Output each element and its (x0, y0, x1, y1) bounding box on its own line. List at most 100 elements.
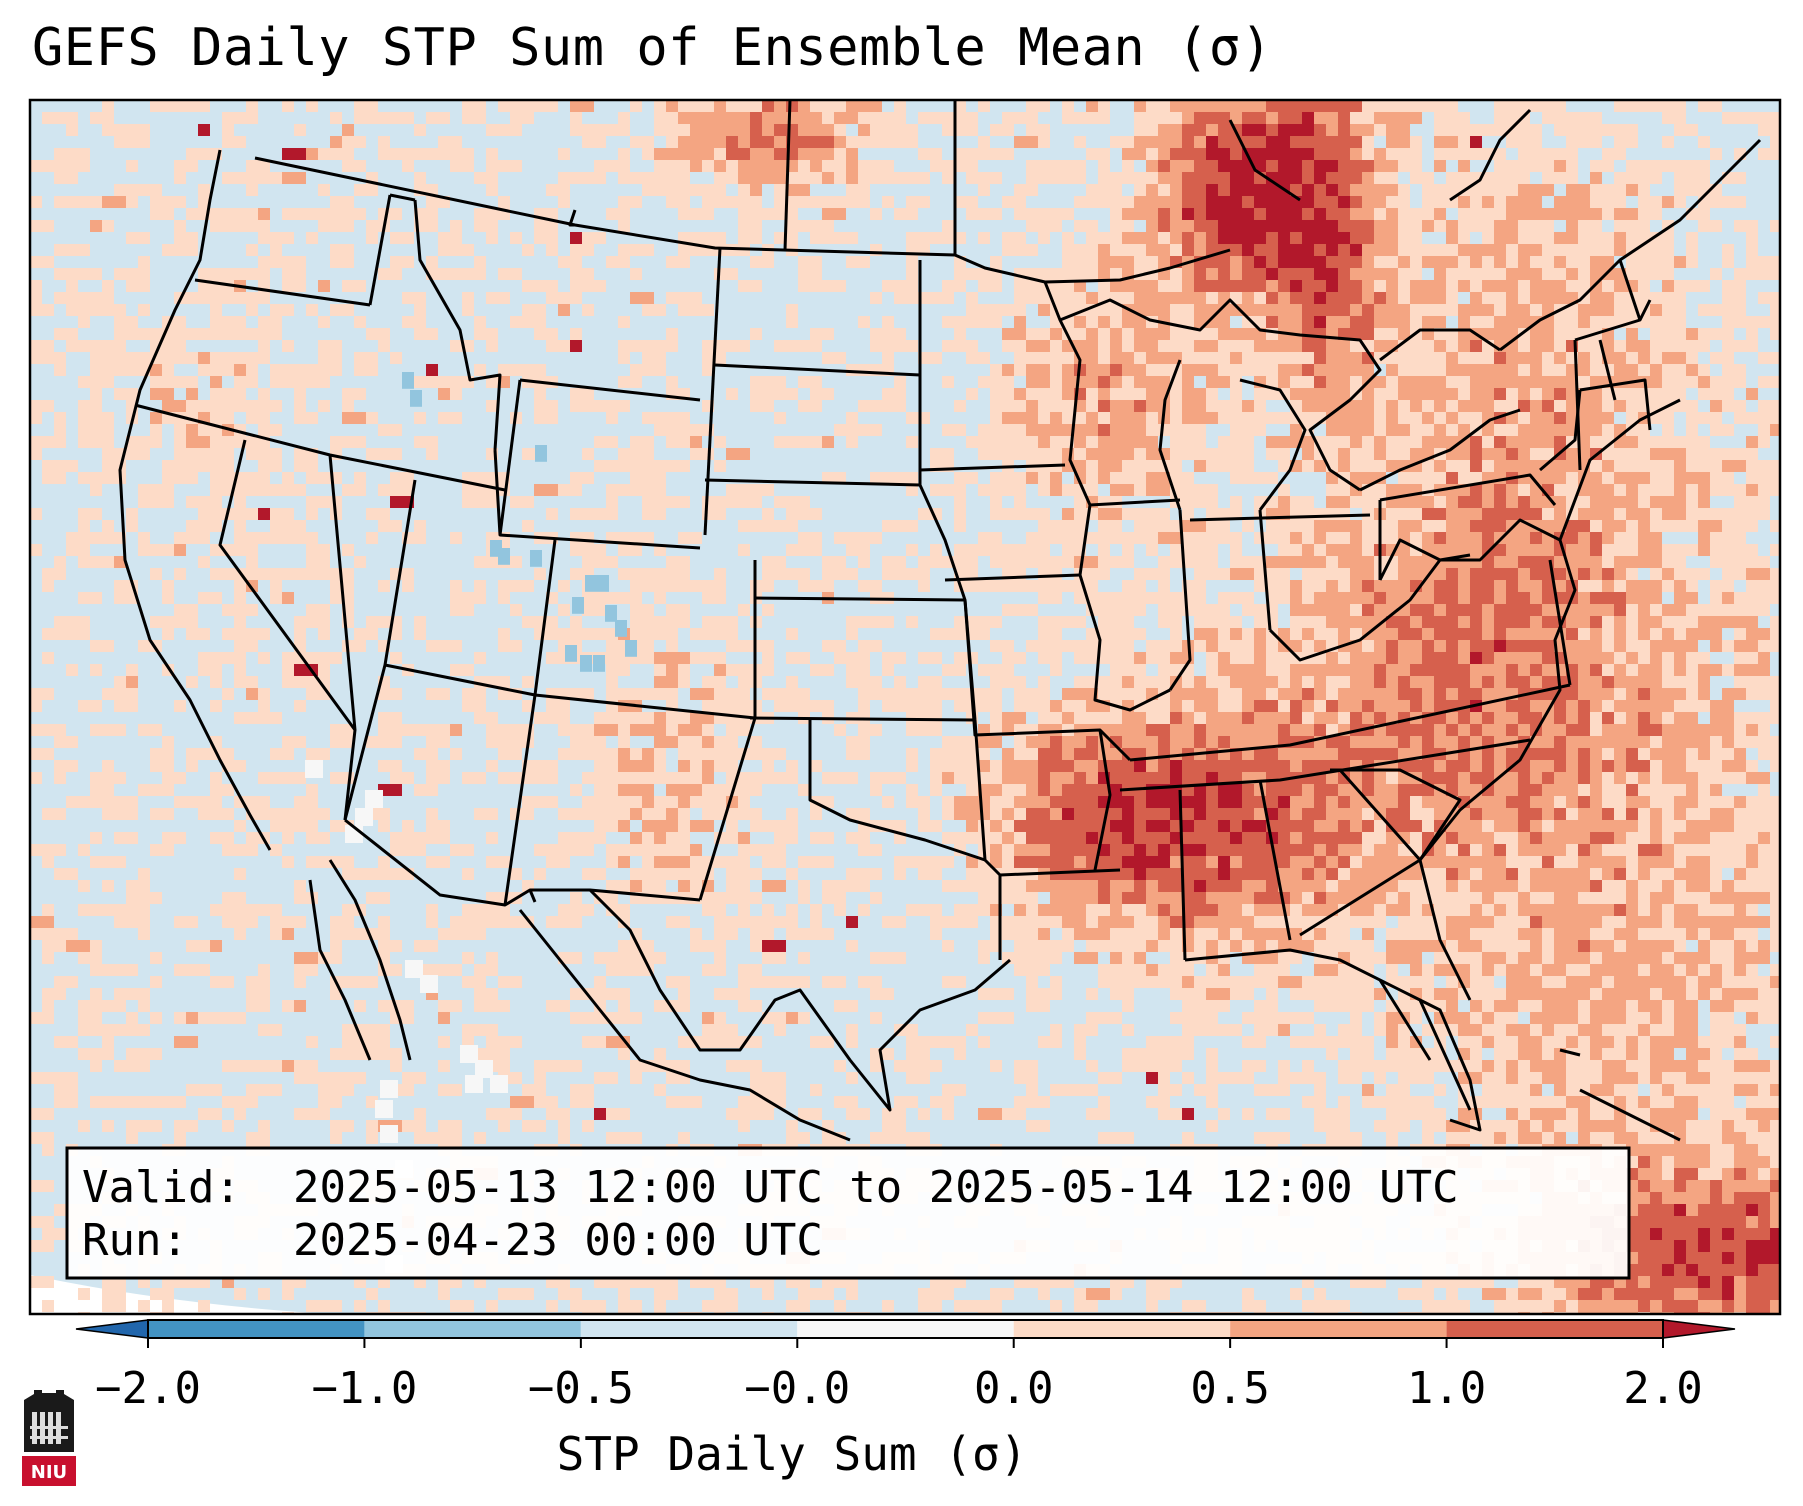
stp-cell (906, 724, 918, 736)
stp-cell (690, 652, 714, 664)
stp-cell (978, 376, 990, 388)
stp-cell (570, 268, 594, 280)
stp-cell (306, 568, 318, 580)
stp-cell (1230, 364, 1242, 376)
stp-cell (306, 784, 318, 796)
stp-cell (1734, 592, 1746, 604)
stp-cell (1206, 520, 1230, 532)
stp-cell (246, 532, 258, 544)
stp-cell (42, 160, 66, 172)
stp-cell (606, 676, 618, 688)
stp-cell (1518, 568, 1530, 580)
stp-cell (690, 580, 702, 592)
stp-cell (942, 772, 954, 784)
stp-cell (510, 748, 522, 760)
stp-cell (1302, 112, 1314, 124)
stp-cell (210, 448, 234, 460)
stp-cell (1326, 688, 1338, 700)
stp-cell (1554, 760, 1566, 772)
stp-cell (1638, 220, 1650, 232)
stp-cell (1410, 136, 1422, 148)
stp-cell (594, 436, 618, 448)
stp-cell (1146, 676, 1158, 688)
stp-cell (1182, 340, 1194, 352)
stp-cell (1674, 796, 1686, 808)
stp-cell (1302, 124, 1314, 136)
stp-cell (1254, 724, 1266, 736)
stp-cell (366, 448, 390, 460)
stp-cell (1182, 244, 1194, 256)
stp-cell (1446, 664, 1458, 676)
stp-cell (102, 520, 114, 532)
stp-cell (1614, 184, 1626, 196)
stp-cell (1386, 124, 1410, 136)
stp-cell (1062, 760, 1074, 772)
stp-cell (678, 760, 690, 772)
stp-cell (606, 412, 618, 424)
stp-cell (186, 292, 210, 304)
stp-cell (642, 652, 654, 664)
stp-cell (1254, 160, 1266, 172)
stp-cell (1422, 376, 1434, 388)
stp-cell (1050, 220, 1062, 232)
stp-cell (978, 700, 1002, 712)
stp-cell (762, 604, 774, 616)
stp-cell (1482, 124, 1494, 136)
stp-cell (1194, 220, 1206, 232)
stp-cell (1674, 724, 1698, 736)
stp-cell (318, 148, 342, 160)
stp-cell (198, 496, 222, 508)
stp-cell (1494, 208, 1506, 220)
stp-cell (1278, 364, 1290, 376)
stp-cell (1002, 244, 1014, 256)
stp-cell (258, 412, 270, 424)
stp-cell (1566, 268, 1578, 280)
stp-cell (1398, 568, 1410, 580)
stp-cell (630, 436, 642, 448)
stp-cell (30, 412, 42, 424)
stp-cell (894, 472, 918, 484)
stp-cell (1134, 460, 1146, 472)
stp-cell (1758, 592, 1780, 604)
stp-cell (162, 484, 174, 496)
stp-cell (1650, 568, 1662, 580)
stp-cell (1014, 580, 1026, 592)
stp-cell (1062, 508, 1074, 520)
stp-cell (1230, 352, 1242, 364)
stp-cell (1494, 148, 1506, 160)
stp-cell (1638, 700, 1650, 712)
stp-cell (1002, 232, 1026, 244)
stp-cell (930, 544, 942, 556)
stp-cell (234, 208, 246, 220)
stp-cell (702, 352, 714, 364)
stp-cell (714, 124, 726, 136)
stp-cell (1758, 604, 1770, 616)
stp-cell (1026, 208, 1050, 220)
stp-cell (762, 652, 774, 664)
stp-cell (486, 184, 498, 196)
stp-cell (486, 760, 498, 772)
stp-cell (522, 364, 546, 376)
stp-cell (582, 388, 594, 400)
stp-cell (1758, 412, 1780, 424)
stp-cell (1542, 100, 1554, 112)
stp-cell (1458, 604, 1470, 616)
stp-cell (1218, 124, 1230, 136)
stp-cell (1662, 100, 1686, 112)
stp-cell (1602, 424, 1614, 436)
stp-cell (342, 220, 354, 232)
stp-cell (1446, 268, 1458, 280)
stp-cell (894, 376, 906, 388)
stp-cell (1314, 112, 1326, 124)
stp-cell (534, 388, 546, 400)
stp-cell (1302, 304, 1314, 316)
stp-cell (1386, 508, 1398, 520)
stp-cell (1362, 460, 1386, 472)
stp-cell (954, 748, 966, 760)
stp-cell (930, 688, 954, 700)
stp-cell (1398, 232, 1410, 244)
stp-cell (822, 112, 834, 124)
stp-cell (1518, 448, 1530, 460)
stp-cell (1134, 124, 1158, 136)
stp-cell (930, 292, 954, 304)
